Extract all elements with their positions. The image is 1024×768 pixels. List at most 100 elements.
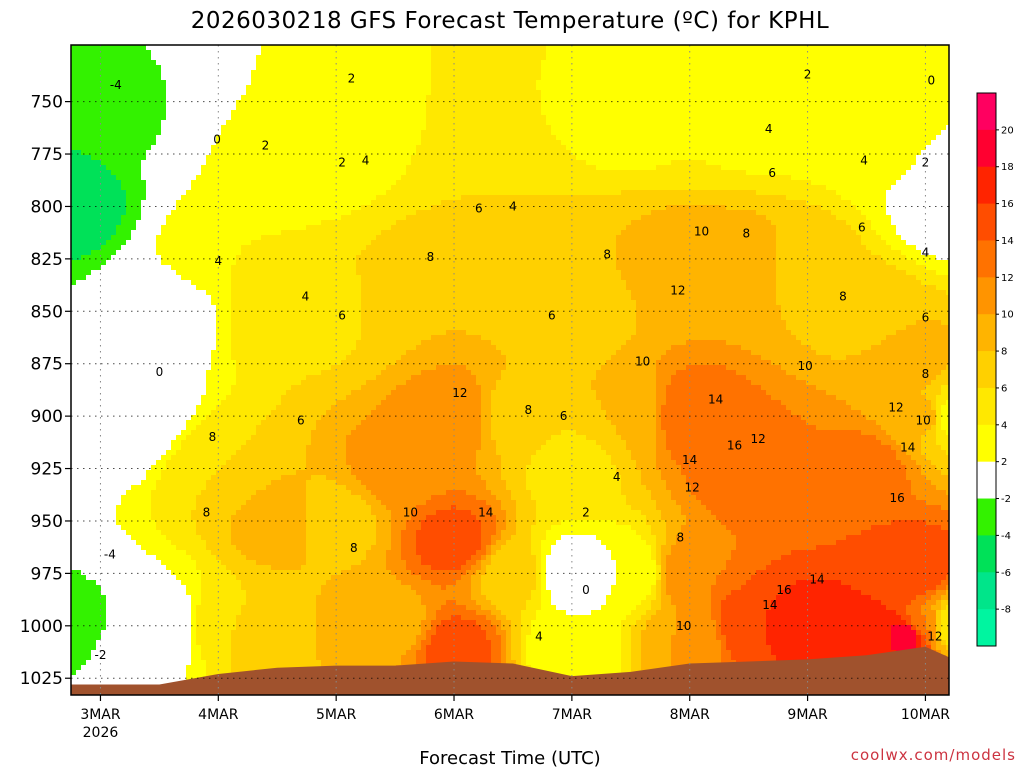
field-cell	[651, 65, 657, 71]
field-cell	[871, 70, 877, 76]
field-cell	[796, 45, 802, 51]
field-cell	[591, 60, 597, 66]
field-cell	[71, 65, 77, 71]
field-cell	[751, 55, 757, 61]
field-cell	[761, 75, 767, 81]
field-cell	[866, 60, 872, 66]
field-cell	[651, 90, 657, 96]
field-cell	[221, 75, 227, 81]
field-cell	[381, 65, 387, 71]
field-cell	[441, 45, 447, 51]
field-cell	[551, 100, 557, 106]
field-cell	[126, 50, 132, 56]
field-cell	[296, 85, 302, 91]
field-cell	[391, 105, 397, 111]
field-cell	[731, 55, 737, 61]
field-cell	[631, 75, 637, 81]
field-cell	[211, 45, 217, 51]
field-cell	[261, 65, 267, 71]
field-cell	[896, 80, 902, 86]
field-cell	[286, 95, 292, 101]
field-cell	[706, 55, 712, 61]
field-cell	[631, 45, 637, 51]
field-cell	[806, 45, 812, 51]
field-cell	[696, 55, 702, 61]
field-cell	[506, 65, 512, 71]
field-cell	[126, 75, 132, 81]
field-cell	[91, 45, 97, 51]
field-cell	[701, 75, 707, 81]
field-cell	[866, 75, 872, 81]
field-cell	[621, 110, 627, 116]
field-cell	[616, 60, 622, 66]
field-cell	[251, 90, 257, 96]
field-cell	[336, 75, 342, 81]
field-cell	[176, 75, 182, 81]
field-cell	[786, 60, 792, 66]
field-cell	[161, 80, 167, 86]
field-cell	[236, 45, 242, 51]
field-cell	[496, 80, 502, 86]
field-cell	[266, 100, 272, 106]
field-cell	[416, 95, 422, 101]
field-cell	[856, 110, 862, 116]
field-cell	[756, 105, 762, 111]
field-cell	[311, 115, 317, 121]
field-cell	[406, 60, 412, 66]
field-cell	[801, 100, 807, 106]
field-cell	[361, 105, 367, 111]
field-cell	[521, 110, 527, 116]
field-cell	[691, 75, 697, 81]
field-cell	[236, 85, 242, 91]
field-cell	[191, 110, 197, 116]
field-cell	[461, 95, 467, 101]
field-cell	[86, 85, 92, 91]
field-cell	[456, 115, 462, 121]
field-cell	[261, 115, 267, 121]
field-cell	[511, 110, 517, 116]
field-cell	[876, 50, 882, 56]
field-cell	[321, 45, 327, 51]
field-cell	[861, 50, 867, 56]
field-cell	[636, 110, 642, 116]
field-cell	[741, 95, 747, 101]
field-cell	[671, 85, 677, 91]
field-cell	[856, 75, 862, 81]
field-cell	[491, 70, 497, 76]
field-cell	[396, 105, 402, 111]
field-cell	[651, 50, 657, 56]
field-cell	[756, 70, 762, 76]
field-cell	[421, 45, 427, 51]
field-cell	[521, 70, 527, 76]
field-cell	[191, 115, 197, 121]
field-cell	[856, 50, 862, 56]
field-cell	[231, 45, 237, 51]
field-cell	[516, 110, 522, 116]
field-cell	[301, 50, 307, 56]
field-cell	[236, 70, 242, 76]
field-cell	[771, 60, 777, 66]
field-cell	[836, 50, 842, 56]
field-cell	[616, 110, 622, 116]
field-cell	[396, 75, 402, 81]
field-cell	[211, 70, 217, 76]
field-cell	[696, 60, 702, 66]
field-cell	[686, 80, 692, 86]
field-cell	[476, 50, 482, 56]
field-cell	[121, 60, 127, 66]
field-cell	[761, 55, 767, 61]
field-cell	[71, 70, 77, 76]
field-cell	[871, 55, 877, 61]
field-cell	[431, 65, 437, 71]
field-cell	[331, 110, 337, 116]
field-cell	[326, 110, 332, 116]
field-cell	[216, 80, 222, 86]
field-cell	[256, 70, 262, 76]
field-cell	[786, 70, 792, 76]
field-cell	[291, 70, 297, 76]
field-cell	[841, 75, 847, 81]
field-cell	[771, 110, 777, 116]
field-cell	[706, 110, 712, 116]
field-cell	[891, 75, 897, 81]
field-cell	[461, 100, 467, 106]
